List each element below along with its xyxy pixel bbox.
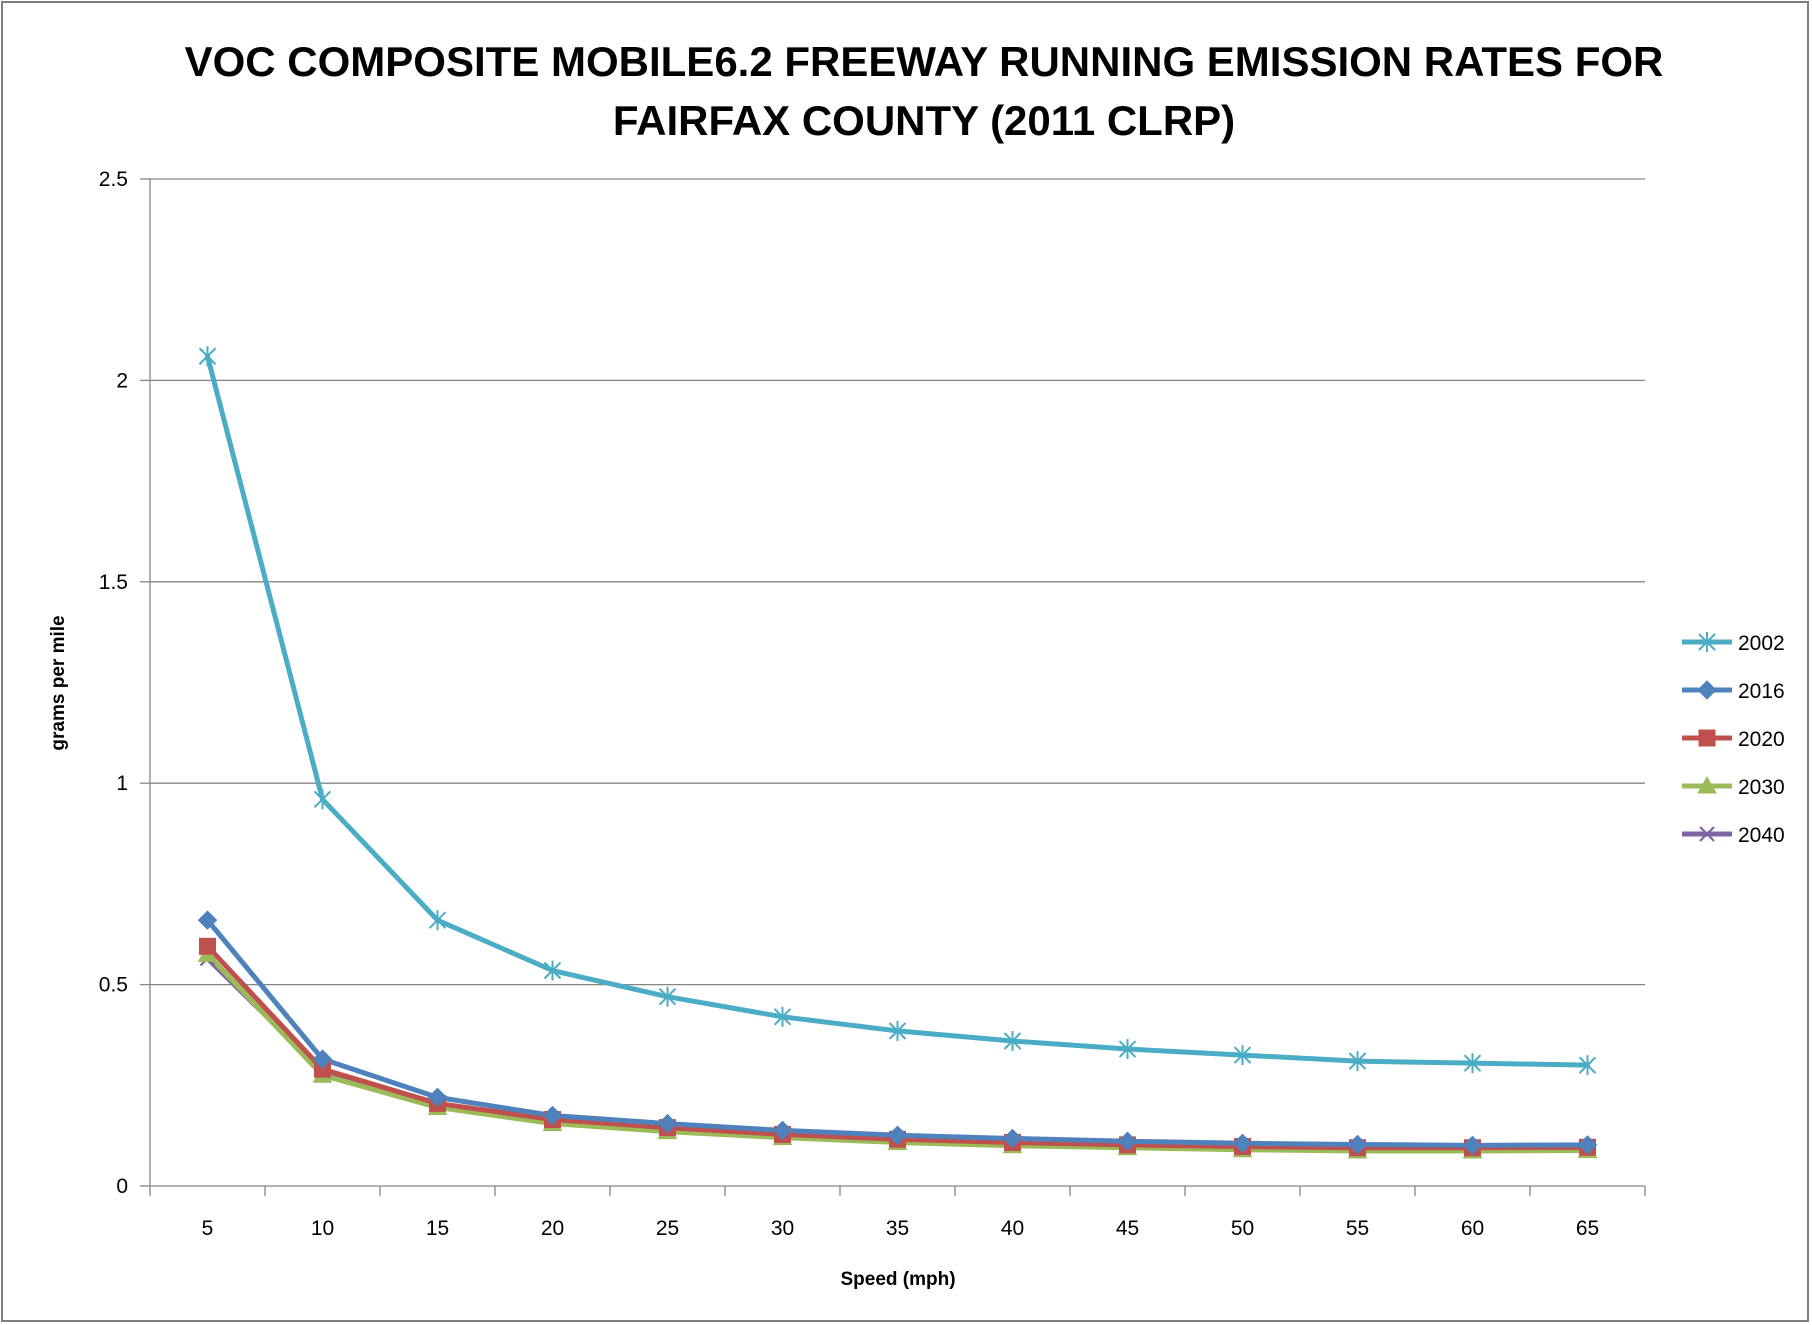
- legend-swatch-marker-2016: [1697, 680, 1717, 700]
- series-line-2020: [205, 943, 1590, 1151]
- point-2016-55: [1347, 1134, 1368, 1155]
- x-axis-title: Speed (mph): [840, 1269, 955, 1290]
- legend-swatch-marker-2020: [1698, 729, 1716, 747]
- point-2016-60: [1462, 1135, 1483, 1156]
- point-2016-20: [542, 1105, 563, 1126]
- point-2002-60: [1463, 1053, 1482, 1074]
- x-tick-label: 55: [1346, 1217, 1369, 1240]
- legend-swatch-marker-2040: [1699, 826, 1715, 842]
- y-tick-label: 2: [116, 369, 128, 392]
- point-2020-5: [199, 937, 216, 955]
- series-line-2040: [205, 955, 1590, 1153]
- series-line-2030: [205, 951, 1590, 1154]
- x-tick-label: 35: [886, 1217, 909, 1240]
- y-tick-label: 1: [116, 772, 128, 795]
- x-tick-labels: 5 10 15 20 25 30 35 40 45 50 55 60 65: [202, 1217, 1600, 1240]
- chart-title-line-2: FAIRFAX COUNTY (2011 CLRP): [613, 97, 1235, 144]
- point-2002-25: [658, 986, 677, 1007]
- point-2002-50: [1233, 1045, 1252, 1066]
- x-tick-label: 45: [1116, 1217, 1139, 1240]
- point-2016-15: [427, 1087, 448, 1108]
- x-tick-label: 10: [311, 1217, 334, 1240]
- x-tick-label: 60: [1461, 1217, 1484, 1240]
- point-2002-45: [1118, 1039, 1137, 1060]
- gridlines: [150, 178, 1645, 986]
- legend-item-2030: 2030: [1682, 775, 1785, 799]
- point-2016-5: [197, 910, 218, 930]
- y-tick-label: 0: [116, 1175, 128, 1198]
- y-axis-title: grams per mile: [48, 615, 69, 750]
- legend: 2002 2016 2020 2030 2040: [1682, 632, 1785, 847]
- series-line-2002: [205, 353, 1590, 1068]
- chart-title: VOC COMPOSITE MOBILE6.2 FREEWAY RUNNING …: [185, 38, 1664, 144]
- point-2016-35: [887, 1125, 908, 1145]
- legend-label-2020: 2020: [1738, 728, 1785, 751]
- point-2002-55: [1348, 1051, 1367, 1072]
- point-2016-30: [772, 1120, 793, 1141]
- legend-label-2030: 2030: [1738, 776, 1785, 799]
- legend-item-2020: 2020: [1682, 728, 1785, 751]
- point-2002-15: [428, 910, 447, 931]
- point-2016-65: [1577, 1135, 1598, 1155]
- x-tick-label: 30: [771, 1217, 794, 1240]
- point-2002-65: [1578, 1055, 1597, 1076]
- x-tick-label: 20: [541, 1217, 564, 1240]
- series-markers: [197, 346, 1598, 1159]
- point-2016-40: [1002, 1128, 1023, 1149]
- x-tick-label: 5: [202, 1217, 214, 1240]
- y-tick-label: 0.5: [99, 974, 128, 997]
- legend-swatch-marker-2002: [1698, 632, 1716, 652]
- y-tick-label: 1.5: [99, 571, 128, 594]
- x-tick-label: 50: [1231, 1217, 1254, 1240]
- x-tick-label: 40: [1001, 1217, 1024, 1240]
- x-tick-label: 25: [656, 1217, 679, 1240]
- point-2016-25: [657, 1113, 678, 1134]
- point-2002-35: [888, 1020, 907, 1041]
- axes: [140, 178, 1646, 1196]
- legend-item-2016: 2016: [1682, 680, 1785, 703]
- legend-label-2016: 2016: [1738, 680, 1785, 703]
- point-2002-30: [773, 1006, 792, 1027]
- point-2016-50: [1232, 1133, 1253, 1154]
- legend-label-2040: 2040: [1738, 824, 1785, 847]
- point-2002-10: [313, 789, 332, 810]
- legend-swatch-marker-2030: [1697, 775, 1717, 794]
- point-2002-5: [198, 346, 217, 367]
- point-2002-20: [543, 960, 562, 981]
- chart-title-line-1: VOC COMPOSITE MOBILE6.2 FREEWAY RUNNING …: [185, 38, 1664, 85]
- legend-swatch-marker-2040-stroke-b: [1699, 826, 1715, 842]
- x-tick-label: 15: [426, 1217, 449, 1240]
- x-tick-label: 65: [1576, 1217, 1599, 1240]
- legend-item-2002: 2002: [1682, 632, 1785, 655]
- point-2016-10: [312, 1049, 333, 1069]
- legend-label-2002: 2002: [1738, 632, 1785, 655]
- point-2002-40: [1003, 1030, 1022, 1051]
- y-tick-labels: 0 0.5 1 1.5 2 2.5: [99, 168, 128, 1198]
- legend-item-2040: 2040: [1682, 824, 1785, 847]
- y-tick-label: 2.5: [99, 168, 128, 191]
- point-2016-45: [1117, 1131, 1138, 1151]
